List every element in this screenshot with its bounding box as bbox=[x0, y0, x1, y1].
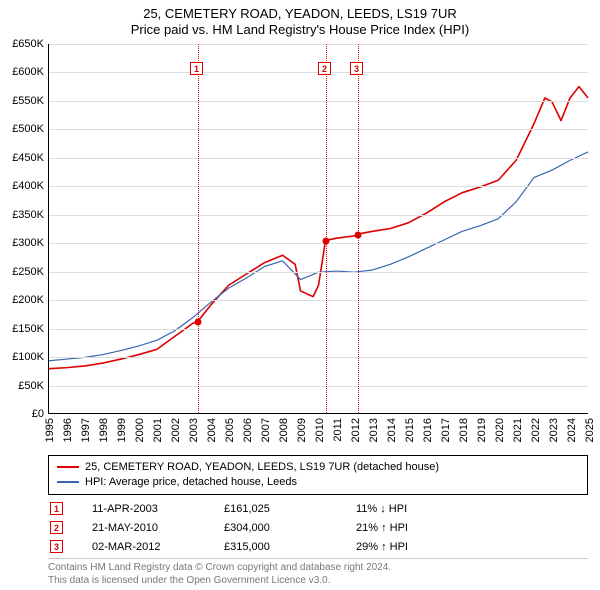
event-marker: 3 bbox=[350, 62, 363, 75]
x-tick-label: 2000 bbox=[134, 418, 146, 442]
y-tick-label: £50K bbox=[18, 380, 44, 392]
event-row-date: 21-MAY-2010 bbox=[92, 519, 222, 536]
event-row: 302-MAR-2012£315,00029% ↑ HPI bbox=[50, 538, 476, 555]
event-row-diff: 11% ↓ HPI bbox=[356, 500, 476, 517]
x-tick-label: 1997 bbox=[80, 418, 92, 442]
event-row-marker: 2 bbox=[50, 519, 90, 536]
x-tick-label: 2009 bbox=[296, 418, 308, 442]
y-tick-label: £400K bbox=[12, 180, 44, 192]
x-tick-label: 2001 bbox=[152, 418, 164, 442]
x-tick-label: 2017 bbox=[440, 418, 452, 442]
legend-row: 25, CEMETERY ROAD, YEADON, LEEDS, LS19 7… bbox=[57, 460, 579, 475]
legend-swatch bbox=[57, 481, 79, 483]
y-gridline bbox=[49, 186, 588, 187]
event-row-marker: 3 bbox=[50, 538, 90, 555]
sale-dot bbox=[195, 319, 202, 326]
x-tick-label: 1999 bbox=[116, 418, 128, 442]
x-tick-label: 2004 bbox=[206, 418, 218, 442]
x-tick-label: 2021 bbox=[512, 418, 524, 442]
y-gridline bbox=[49, 386, 588, 387]
legend-label: 25, CEMETERY ROAD, YEADON, LEEDS, LS19 7… bbox=[85, 460, 439, 475]
event-line bbox=[326, 44, 327, 413]
sale-dot bbox=[323, 237, 330, 244]
event-row-date: 11-APR-2003 bbox=[92, 500, 222, 517]
x-tick-label: 2025 bbox=[584, 418, 596, 442]
x-tick-label: 2006 bbox=[242, 418, 254, 442]
attribution-line-1: Contains HM Land Registry data © Crown c… bbox=[48, 562, 588, 575]
y-gridline bbox=[49, 272, 588, 273]
y-gridline bbox=[49, 44, 588, 45]
events-table: 111-APR-2003£161,02511% ↓ HPI 221-MAY-201… bbox=[48, 498, 478, 557]
sale-dot bbox=[355, 231, 362, 238]
y-tick-label: £500K bbox=[12, 123, 44, 135]
x-tick-label: 2002 bbox=[170, 418, 182, 442]
y-tick-label: £100K bbox=[12, 351, 44, 363]
event-row-diff: 21% ↑ HPI bbox=[356, 519, 476, 536]
x-tick-label: 1995 bbox=[44, 418, 56, 442]
event-row-price: £161,025 bbox=[224, 500, 354, 517]
x-tick-label: 1998 bbox=[98, 418, 110, 442]
event-row-diff: 29% ↑ HPI bbox=[356, 538, 476, 555]
x-tick-label: 2019 bbox=[476, 418, 488, 442]
event-row-date: 02-MAR-2012 bbox=[92, 538, 222, 555]
chart-title: 25, CEMETERY ROAD, YEADON, LEEDS, LS19 7… bbox=[0, 0, 600, 39]
x-tick-label: 2016 bbox=[422, 418, 434, 442]
attribution: Contains HM Land Registry data © Crown c… bbox=[48, 558, 588, 590]
event-row: 221-MAY-2010£304,00021% ↑ HPI bbox=[50, 519, 476, 536]
plot-area bbox=[48, 44, 588, 414]
x-tick-label: 2012 bbox=[350, 418, 362, 442]
y-tick-label: £200K bbox=[12, 294, 44, 306]
y-gridline bbox=[49, 101, 588, 102]
x-tick-label: 2010 bbox=[314, 418, 326, 442]
y-gridline bbox=[49, 357, 588, 358]
x-tick-label: 2023 bbox=[548, 418, 560, 442]
y-tick-label: £450K bbox=[12, 152, 44, 164]
legend: 25, CEMETERY ROAD, YEADON, LEEDS, LS19 7… bbox=[48, 455, 588, 495]
x-tick-label: 2014 bbox=[386, 418, 398, 442]
x-tick-label: 1996 bbox=[62, 418, 74, 442]
y-tick-label: £250K bbox=[12, 266, 44, 278]
title-line-2: Price paid vs. HM Land Registry's House … bbox=[0, 22, 600, 38]
attribution-line-2: This data is licensed under the Open Gov… bbox=[48, 575, 588, 588]
event-row-price: £315,000 bbox=[224, 538, 354, 555]
y-tick-label: £0 bbox=[32, 408, 44, 420]
x-tick-label: 2015 bbox=[404, 418, 416, 442]
y-gridline bbox=[49, 329, 588, 330]
x-tick-label: 2024 bbox=[566, 418, 578, 442]
x-tick-label: 2013 bbox=[368, 418, 380, 442]
y-tick-label: £600K bbox=[12, 66, 44, 78]
x-tick-label: 2022 bbox=[530, 418, 542, 442]
y-tick-label: £150K bbox=[12, 323, 44, 335]
x-tick-label: 2005 bbox=[224, 418, 236, 442]
event-line bbox=[198, 44, 199, 413]
y-gridline bbox=[49, 129, 588, 130]
event-marker: 1 bbox=[190, 62, 203, 75]
y-gridline bbox=[49, 158, 588, 159]
x-tick-label: 2003 bbox=[188, 418, 200, 442]
x-tick-label: 2020 bbox=[494, 418, 506, 442]
legend-label: HPI: Average price, detached house, Leed… bbox=[85, 475, 297, 490]
x-tick-label: 2008 bbox=[278, 418, 290, 442]
event-line bbox=[358, 44, 359, 413]
y-tick-label: £550K bbox=[12, 95, 44, 107]
legend-swatch bbox=[57, 466, 79, 468]
chart-container: { "title": { "line1": "25, CEMETERY ROAD… bbox=[0, 0, 600, 590]
y-gridline bbox=[49, 243, 588, 244]
y-tick-label: £300K bbox=[12, 237, 44, 249]
y-tick-label: £650K bbox=[12, 38, 44, 50]
event-row-marker: 1 bbox=[50, 500, 90, 517]
x-tick-label: 2018 bbox=[458, 418, 470, 442]
event-row-price: £304,000 bbox=[224, 519, 354, 536]
y-gridline bbox=[49, 300, 588, 301]
y-gridline bbox=[49, 215, 588, 216]
x-tick-label: 2011 bbox=[332, 418, 344, 442]
y-tick-label: £350K bbox=[12, 209, 44, 221]
event-row: 111-APR-2003£161,02511% ↓ HPI bbox=[50, 500, 476, 517]
x-tick-label: 2007 bbox=[260, 418, 272, 442]
title-line-1: 25, CEMETERY ROAD, YEADON, LEEDS, LS19 7… bbox=[0, 6, 600, 22]
event-marker: 2 bbox=[318, 62, 331, 75]
legend-row: HPI: Average price, detached house, Leed… bbox=[57, 475, 579, 490]
